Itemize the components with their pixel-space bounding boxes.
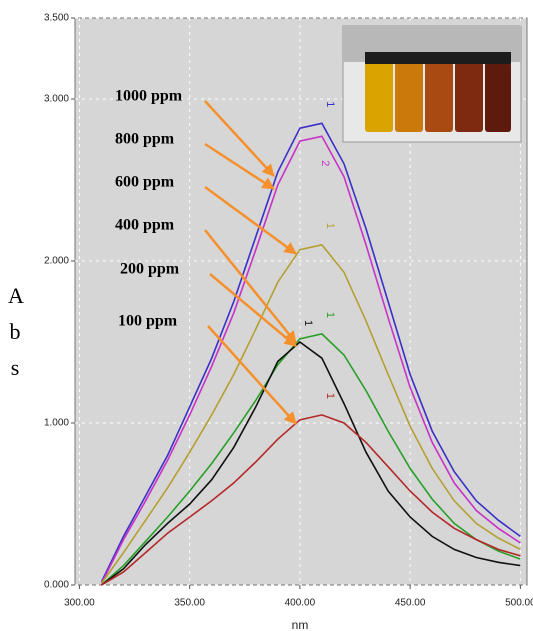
peak-label: 2 — [319, 160, 331, 166]
series-label: 1000 ppm — [115, 88, 183, 105]
y-axis-label: Abs — [8, 283, 24, 380]
peak-label: 1 — [324, 101, 336, 107]
series-line — [101, 340, 521, 586]
x-tick-label: 350.00 — [174, 598, 205, 609]
y-tick-label: 2.000 — [44, 256, 69, 267]
x-axis-label: nm — [292, 618, 309, 631]
peak-label: 1 — [324, 393, 336, 399]
peak-label: 1 — [324, 223, 336, 229]
y-tick-label: 0.000 — [44, 580, 69, 591]
y-tick-label: 3.500 — [44, 13, 69, 24]
arrow — [204, 142, 275, 190]
x-tick-label: 400.00 — [285, 598, 316, 609]
series-line — [100, 122, 521, 583]
x-tick-label: 300.00 — [64, 598, 95, 609]
series-line — [100, 333, 521, 586]
arrow — [209, 273, 297, 347]
x-tick-label: 450.00 — [395, 598, 426, 609]
arrow — [204, 229, 297, 344]
series-line — [100, 243, 521, 584]
series-label: 200 ppm — [120, 261, 180, 278]
peak-label: 1 — [324, 312, 336, 318]
series-label: 400 ppm — [115, 217, 175, 234]
series-line — [100, 135, 521, 584]
y-tick-label: 1.000 — [44, 418, 69, 429]
series-line — [101, 414, 521, 586]
inset-photo — [342, 25, 522, 143]
series-label: 800 ppm — [115, 131, 175, 148]
series-label: 100 ppm — [118, 313, 178, 330]
peak-label: 1 — [302, 320, 314, 326]
arrow — [207, 325, 297, 425]
series-label: 600 ppm — [115, 174, 175, 191]
x-tick-label: 500.00 — [505, 598, 533, 609]
arrow — [204, 185, 297, 255]
arrow — [204, 100, 275, 177]
y-tick-label: 3.000 — [44, 94, 69, 105]
